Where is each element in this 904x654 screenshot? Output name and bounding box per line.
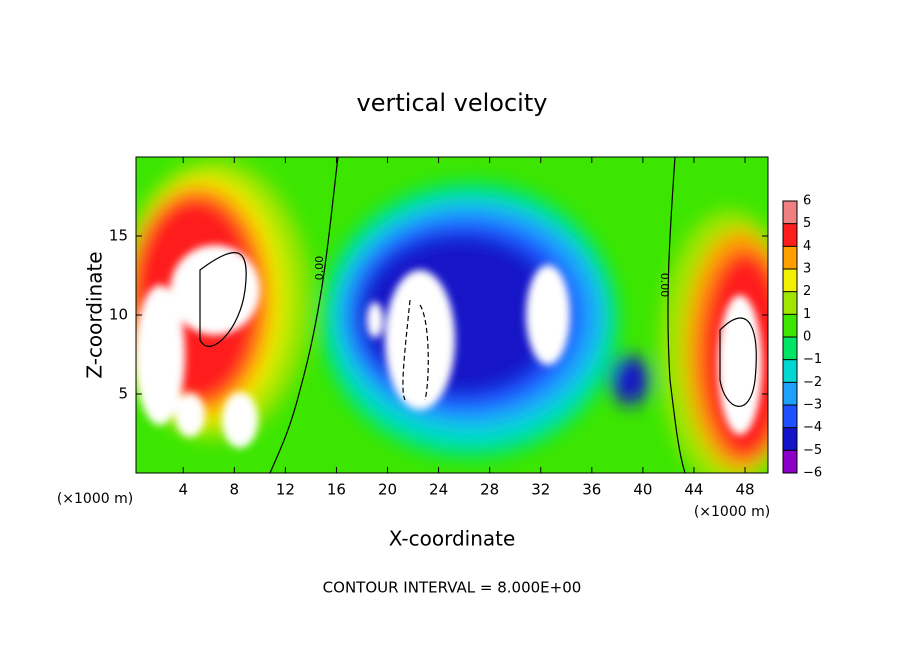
- x-tick-label: 24: [429, 481, 448, 499]
- x-tick-label: 16: [327, 481, 346, 499]
- colorbar-band: [783, 382, 797, 405]
- colorbar-tick-label: 3: [803, 262, 811, 277]
- y-tick-label: 10: [109, 306, 128, 324]
- colorbar-tick-label: 2: [803, 284, 811, 299]
- contour-label: 0.00: [658, 273, 671, 298]
- colorbar-tick-label: −3: [803, 398, 822, 413]
- colorbar-tick-label: −2: [803, 375, 822, 390]
- colorbar-band: [783, 314, 797, 337]
- colorbar-band: [783, 201, 797, 224]
- colorbar-tick-label: 6: [803, 194, 811, 209]
- colorbar-tick-label: −1: [803, 352, 822, 367]
- colorbar-band: [783, 450, 797, 473]
- colorbar-tick-label: 5: [803, 216, 811, 231]
- y-axis-label: Z-coordinate: [83, 251, 107, 378]
- x-tick-label: 20: [378, 481, 397, 499]
- colorbar-tick-label: 4: [803, 239, 811, 254]
- contour-lines: [199, 157, 757, 473]
- colorbar-band: [783, 405, 797, 428]
- y-tick-label: 15: [109, 227, 128, 245]
- colorbar-band: [783, 359, 797, 383]
- x-tick-label: 8: [230, 481, 240, 499]
- x-unit: (×1000 m): [694, 504, 770, 520]
- x-axis-label: X-coordinate: [389, 527, 516, 551]
- colorbar-tick-label: 0: [803, 330, 811, 345]
- x-tick-label: 36: [582, 481, 601, 499]
- field: [136, 157, 768, 473]
- colorbar-band: [783, 269, 797, 292]
- annotation: CONTOUR INTERVAL = 8.000E+00: [323, 579, 582, 597]
- x-tick-label: 28: [480, 481, 499, 499]
- contour-label: 0.00: [313, 256, 326, 281]
- colorbar-band: [783, 246, 797, 269]
- colorbar-tick-label: −6: [803, 466, 822, 481]
- y-unit: (×1000 m): [57, 491, 133, 507]
- x-tick-label: 12: [276, 481, 295, 499]
- x-tick-label: 40: [633, 481, 652, 499]
- colorbar-band: [783, 337, 797, 360]
- colorbar-band: [783, 223, 797, 247]
- x-tick-label: 4: [178, 481, 188, 499]
- y-tick-label: 5: [118, 385, 128, 403]
- colorbar-band: [783, 427, 797, 451]
- colorbar-tick-label: 1: [803, 307, 811, 322]
- chart-title: vertical velocity: [357, 89, 548, 117]
- colorbar-tick-label: −4: [803, 420, 822, 435]
- colorbar-tick-label: −5: [803, 443, 822, 458]
- x-tick-label: 44: [684, 481, 703, 499]
- x-tick-label: 48: [735, 481, 754, 499]
- x-tick-label: 32: [531, 481, 550, 499]
- colorbar-band: [783, 291, 797, 315]
